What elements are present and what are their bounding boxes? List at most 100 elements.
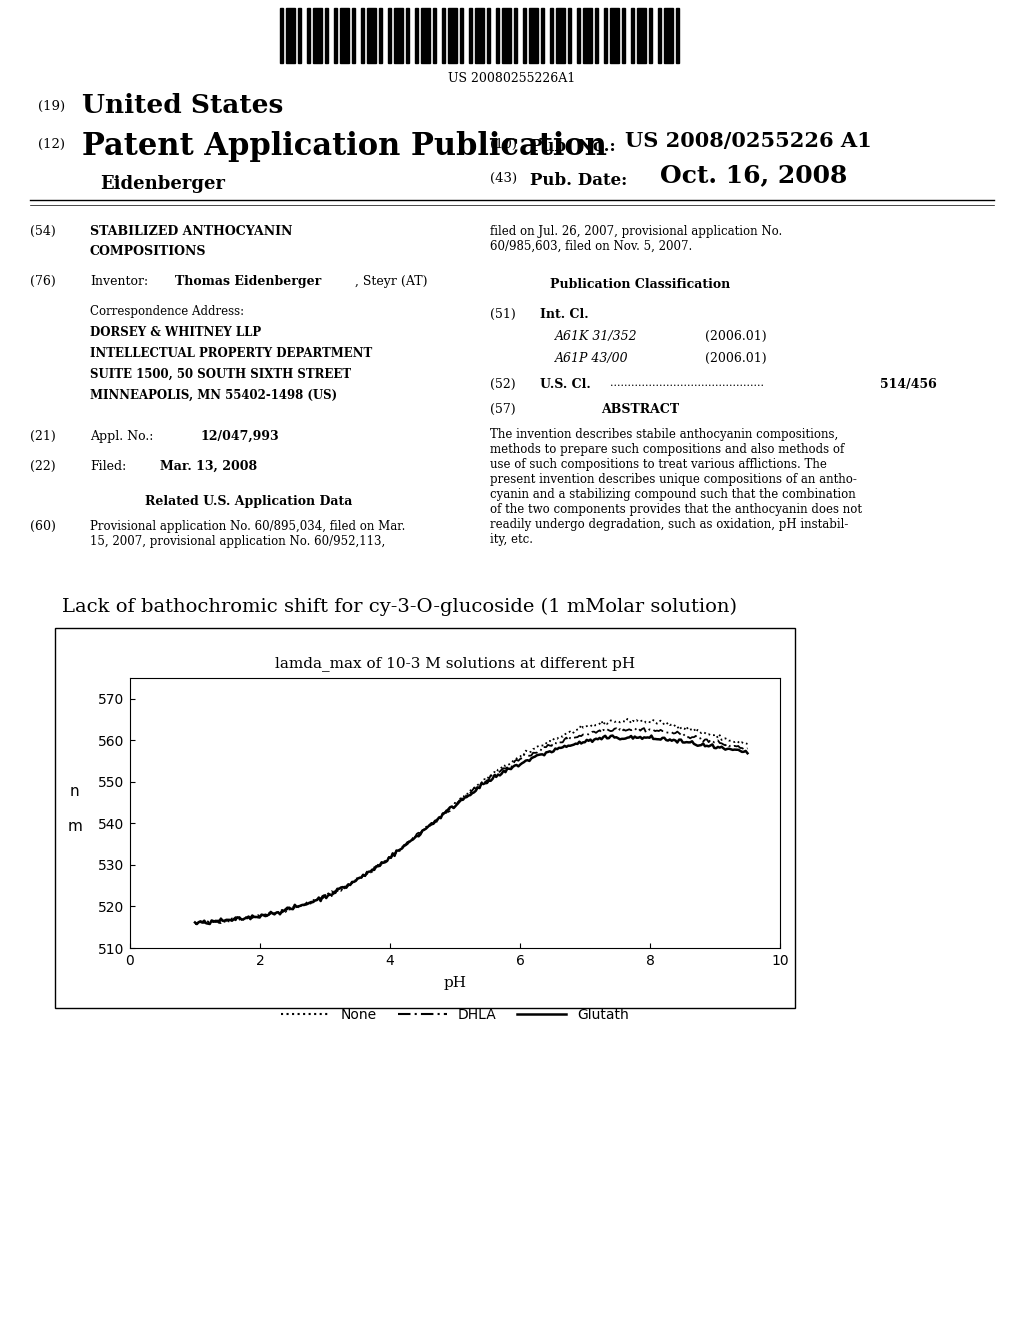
Line: None: None xyxy=(195,719,748,923)
Title: lamda_max of 10-3 M solutions at different pH: lamda_max of 10-3 M solutions at differe… xyxy=(274,656,635,671)
Text: (2006.01): (2006.01) xyxy=(705,330,767,343)
Glutath xyxy=(658,730,671,746)
Bar xyxy=(352,8,355,63)
Text: MINNEAPOLIS, MN 55402-1498 (US): MINNEAPOLIS, MN 55402-1498 (US) xyxy=(90,389,337,403)
Bar xyxy=(577,8,580,63)
Text: Correspondence Address:: Correspondence Address: xyxy=(90,305,244,318)
DHLA xyxy=(656,723,669,739)
None xyxy=(693,723,706,739)
Text: (2006.01): (2006.01) xyxy=(705,352,767,366)
Text: United States: United States xyxy=(82,92,284,117)
Bar xyxy=(394,8,403,63)
Text: (57): (57) xyxy=(490,403,516,416)
Bar xyxy=(442,8,445,63)
Text: (54): (54) xyxy=(30,224,55,238)
Text: Publication Classification: Publication Classification xyxy=(550,279,730,290)
Text: Int. Cl.: Int. Cl. xyxy=(540,308,589,321)
None xyxy=(518,747,530,763)
Text: Pub. No.:: Pub. No.: xyxy=(530,139,615,154)
DHLA xyxy=(188,916,201,932)
Bar xyxy=(298,8,301,63)
Bar xyxy=(286,8,295,63)
Text: Provisional application No. 60/895,034, filed on Mar.
15, 2007, provisional appl: Provisional application No. 60/895,034, … xyxy=(90,520,406,548)
Bar xyxy=(415,8,418,63)
Text: INTELLECTUAL PROPERTY DEPARTMENT: INTELLECTUAL PROPERTY DEPARTMENT xyxy=(90,347,373,360)
Bar xyxy=(487,8,490,63)
Line: DHLA: DHLA xyxy=(195,729,748,924)
Bar xyxy=(649,8,652,63)
Glutath xyxy=(693,738,706,754)
Bar xyxy=(502,8,511,63)
Glutath xyxy=(528,748,541,764)
Text: SUITE 1500, 50 SOUTH SIXTH STREET: SUITE 1500, 50 SOUTH SIXTH STREET xyxy=(90,368,351,381)
Bar xyxy=(325,8,328,63)
Glutath xyxy=(518,754,530,770)
None xyxy=(622,711,634,727)
Bar xyxy=(496,8,499,63)
Bar xyxy=(631,8,634,63)
DHLA xyxy=(691,730,703,746)
Line: Glutath: Glutath xyxy=(195,735,748,924)
Bar xyxy=(388,8,391,63)
Bar xyxy=(514,8,517,63)
Text: (51): (51) xyxy=(490,308,516,321)
None xyxy=(658,717,671,733)
Text: ............................................: ........................................… xyxy=(610,378,764,388)
DHLA xyxy=(516,750,528,766)
Text: Thomas Eidenberger: Thomas Eidenberger xyxy=(175,275,322,288)
Bar xyxy=(637,8,646,63)
Text: Appl. No.:: Appl. No.: xyxy=(90,430,154,444)
Text: 12/047,993: 12/047,993 xyxy=(200,430,279,444)
Text: US 2008/0255226 A1: US 2008/0255226 A1 xyxy=(625,131,871,150)
None xyxy=(190,915,203,931)
Bar xyxy=(604,8,607,63)
Bar xyxy=(523,8,526,63)
Bar xyxy=(406,8,409,63)
None xyxy=(741,737,754,752)
Bar xyxy=(529,8,538,63)
Text: Oct. 16, 2008: Oct. 16, 2008 xyxy=(660,162,848,187)
Bar xyxy=(541,8,544,63)
Bar xyxy=(622,8,625,63)
Text: The invention describes stabile anthocyanin compositions,
methods to prepare suc: The invention describes stabile anthocya… xyxy=(490,428,862,546)
Text: A61K 31/352: A61K 31/352 xyxy=(555,330,638,343)
Bar xyxy=(568,8,571,63)
Bar xyxy=(460,8,463,63)
Text: Patent Application Publication: Patent Application Publication xyxy=(82,131,607,162)
Text: STABILIZED ANTHOCYANIN: STABILIZED ANTHOCYANIN xyxy=(90,224,293,238)
Text: , Steyr (AT): , Steyr (AT) xyxy=(355,275,427,288)
Glutath xyxy=(606,727,618,743)
Bar xyxy=(379,8,382,63)
Text: (21): (21) xyxy=(30,430,55,444)
Text: Eidenberger: Eidenberger xyxy=(100,176,225,193)
Glutath xyxy=(193,915,205,931)
None xyxy=(519,743,531,759)
Text: Lack of bathochromic shift for cy-3-O-glucoside (1 mMolar solution): Lack of bathochromic shift for cy-3-O-gl… xyxy=(62,598,737,616)
Text: US 20080255226A1: US 20080255226A1 xyxy=(449,73,575,84)
Bar xyxy=(676,8,679,63)
Text: ABSTRACT: ABSTRACT xyxy=(601,403,679,416)
Text: Pub. Date:: Pub. Date: xyxy=(530,172,628,189)
None xyxy=(528,741,541,756)
Bar xyxy=(361,8,364,63)
DHLA xyxy=(638,721,650,737)
Legend: None, DHLA, Glutath: None, DHLA, Glutath xyxy=(275,1002,634,1027)
None xyxy=(213,915,225,931)
Bar xyxy=(334,8,337,63)
Text: (76): (76) xyxy=(30,275,55,288)
Bar xyxy=(449,8,457,63)
Text: U.S. Cl.: U.S. Cl. xyxy=(540,378,591,391)
Glutath xyxy=(741,746,754,762)
Text: (52): (52) xyxy=(490,378,516,391)
Bar xyxy=(367,8,376,63)
Bar xyxy=(583,8,592,63)
DHLA xyxy=(518,746,530,762)
Text: (43): (43) xyxy=(490,172,517,185)
None xyxy=(188,915,201,931)
Glutath xyxy=(190,916,203,932)
Text: DORSEY & WHITNEY LLP: DORSEY & WHITNEY LLP xyxy=(90,326,261,339)
X-axis label: pH: pH xyxy=(443,975,467,990)
Text: filed on Jul. 26, 2007, provisional application No.
60/985,603, filed on Nov. 5,: filed on Jul. 26, 2007, provisional appl… xyxy=(490,224,782,253)
Text: 514/456: 514/456 xyxy=(880,378,937,391)
Text: Inventor:: Inventor: xyxy=(90,275,148,288)
